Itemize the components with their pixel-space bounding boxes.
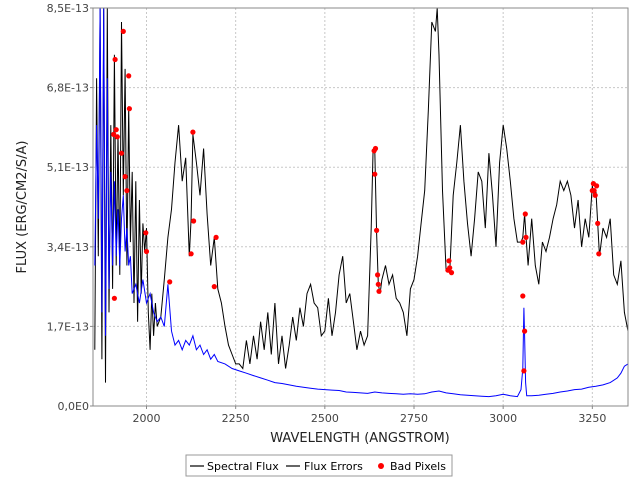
- bad-pixel-point: [188, 251, 194, 257]
- y-tick-label: 6,8E-13: [47, 82, 89, 95]
- legend-label-flux-errors: Flux Errors: [304, 460, 363, 473]
- bad-pixel-point: [122, 174, 128, 180]
- bad-pixel-point: [521, 368, 527, 374]
- bad-pixel-point: [211, 284, 217, 290]
- bad-pixel-point: [374, 227, 380, 233]
- bad-pixel-point: [372, 145, 379, 152]
- bad-pixel-point: [114, 134, 120, 140]
- x-tick-label: 2000: [133, 412, 161, 425]
- y-tick-label: 8,5E-13: [47, 2, 89, 15]
- bad-pixel-point: [167, 279, 173, 285]
- bad-pixel-markers: [111, 28, 602, 374]
- bad-pixel-point: [591, 188, 597, 194]
- legend-swatch-bad-pixels: [378, 463, 384, 469]
- y-tick-label: 5,1E-13: [47, 161, 89, 174]
- bad-pixel-point: [120, 28, 126, 34]
- bad-pixel-point: [522, 328, 528, 334]
- x-tick-label: 2750: [400, 412, 428, 425]
- bad-pixel-point: [191, 218, 197, 224]
- plot-area: [93, 8, 628, 406]
- bad-pixel-point: [113, 127, 119, 133]
- bad-pixel-point: [520, 239, 526, 245]
- bad-pixel-point: [124, 188, 130, 194]
- bad-pixel-point: [190, 129, 196, 135]
- bad-pixel-point: [118, 150, 125, 156]
- x-tick-label: 3000: [489, 412, 517, 425]
- x-tick-label: 2250: [222, 412, 250, 425]
- bad-pixel-point: [112, 56, 118, 63]
- legend: Spectral Flux Flux Errors Bad Pixels: [185, 454, 453, 477]
- y-tick-label: 3,4E-13: [47, 241, 89, 254]
- bad-pixel-point: [595, 220, 601, 226]
- bad-pixel-point: [596, 251, 602, 257]
- bad-pixel-point: [523, 234, 529, 240]
- bad-pixel-point: [594, 183, 600, 189]
- legend-label-spectral-flux: Spectral Flux: [207, 460, 279, 473]
- plot-border: [92, 7, 629, 407]
- x-tick-label: 3250: [578, 412, 606, 425]
- series-line-0: [94, 7, 629, 383]
- bad-pixel-point: [376, 288, 382, 294]
- bad-pixel-point: [372, 171, 378, 177]
- y-axis-ticks: 0,0E0 1,7E-13 3,4E-13 5,1E-13 6,8E-13 8,5E-13: [47, 2, 93, 413]
- legend-box: [185, 454, 453, 477]
- bad-pixel-point: [213, 234, 219, 240]
- bad-pixel-point: [126, 73, 132, 79]
- bad-pixel-point: [375, 272, 381, 278]
- bad-pixel-point: [126, 106, 132, 112]
- y-tick-label: 1,7E-13: [47, 320, 89, 333]
- y-axis-title: FLUX (ERG/CM2/S/A): [15, 141, 30, 274]
- bad-pixel-point: [448, 270, 455, 276]
- x-tick-label: 2500: [311, 412, 339, 425]
- bad-pixel-point: [447, 265, 453, 271]
- bad-pixel-point: [143, 248, 150, 255]
- x-axis-ticks: 2000 2250 2500 2750 3000 3250: [133, 406, 606, 425]
- bad-pixel-point: [143, 230, 149, 236]
- bad-pixel-point: [111, 295, 117, 301]
- bad-pixel-point: [520, 293, 526, 299]
- bad-pixel-point: [592, 192, 598, 198]
- bad-pixel-point: [375, 281, 381, 287]
- legend-label-bad-pixels: Bad Pixels: [390, 460, 446, 473]
- x-axis-title: WAVELENGTH (ANGSTROM): [270, 431, 449, 446]
- bad-pixel-point: [522, 211, 528, 217]
- bad-pixel-point: [446, 258, 452, 264]
- y-tick-label: 0,0E0: [58, 400, 89, 413]
